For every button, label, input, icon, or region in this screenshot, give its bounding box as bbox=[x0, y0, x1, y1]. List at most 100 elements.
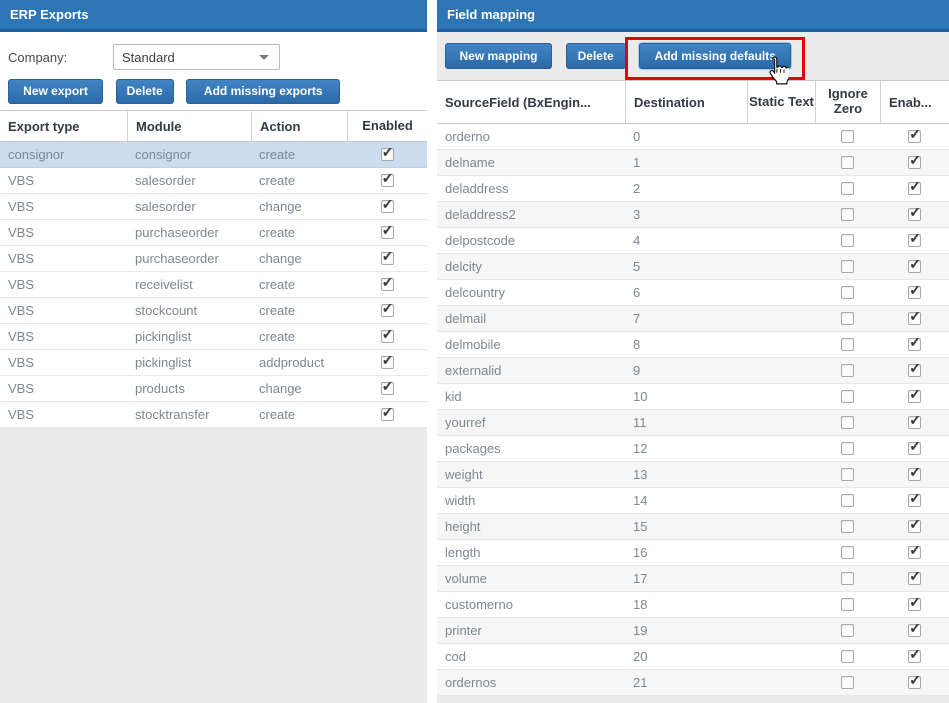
ignore-zero-checkbox[interactable] bbox=[841, 130, 854, 143]
ignore-zero-checkbox[interactable] bbox=[841, 520, 854, 533]
enabled-checkbox[interactable] bbox=[908, 364, 922, 377]
export-table-row[interactable]: VBS products change bbox=[0, 376, 427, 402]
mapping-table-row[interactable]: deladdress2 3 bbox=[437, 202, 949, 228]
mapping-table-row[interactable]: cod 20 bbox=[437, 644, 949, 670]
export-table-row[interactable]: VBS salesorder create bbox=[0, 168, 427, 194]
enabled-checkbox[interactable] bbox=[908, 260, 922, 273]
ignore-zero-checkbox[interactable] bbox=[841, 390, 854, 403]
company-select[interactable]: Standard bbox=[113, 44, 280, 70]
mapping-table-row[interactable]: yourref 11 bbox=[437, 410, 949, 436]
mapping-table-row[interactable]: delname 1 bbox=[437, 150, 949, 176]
ignore-zero-checkbox[interactable] bbox=[841, 598, 854, 611]
ignore-zero-checkbox[interactable] bbox=[841, 260, 854, 273]
ignore-zero-checkbox[interactable] bbox=[841, 624, 854, 637]
mapping-table-row[interactable]: delmobile 8 bbox=[437, 332, 949, 358]
mapping-table-row[interactable]: deladdress 2 bbox=[437, 176, 949, 202]
enabled-checkbox[interactable] bbox=[380, 356, 394, 369]
enabled-checkbox[interactable] bbox=[908, 416, 922, 429]
ignore-zero-checkbox[interactable] bbox=[841, 572, 854, 585]
mapping-table-row[interactable]: delcountry 6 bbox=[437, 280, 949, 306]
add-missing-exports-button[interactable]: Add missing exports bbox=[186, 79, 341, 104]
mapping-table-row[interactable]: kid 10 bbox=[437, 384, 949, 410]
enabled-checkbox[interactable] bbox=[380, 148, 394, 161]
export-table-row[interactable]: consignor consignor create bbox=[0, 142, 427, 168]
export-table-row[interactable]: VBS pickinglist addproduct bbox=[0, 350, 427, 376]
mapping-table-row[interactable]: height 15 bbox=[437, 514, 949, 540]
enabled-checkbox[interactable] bbox=[380, 278, 394, 291]
mapping-table-row[interactable]: delpostcode 4 bbox=[437, 228, 949, 254]
new-export-button[interactable]: New export bbox=[8, 79, 103, 104]
enabled-checkbox[interactable] bbox=[908, 520, 922, 533]
ignore-zero-checkbox[interactable] bbox=[841, 338, 854, 351]
export-table-row[interactable]: VBS stockcount create bbox=[0, 298, 427, 324]
enabled-checkbox[interactable] bbox=[380, 200, 394, 213]
ignore-zero-checkbox[interactable] bbox=[841, 312, 854, 325]
enabled-checkbox[interactable] bbox=[908, 676, 922, 689]
enabled-checkbox[interactable] bbox=[380, 408, 394, 421]
enabled-checkbox[interactable] bbox=[908, 624, 922, 637]
enabled-checkbox[interactable] bbox=[908, 546, 922, 559]
add-missing-defaults-button[interactable]: Add missing defaults bbox=[639, 43, 792, 69]
column-header-action[interactable]: Action bbox=[251, 111, 347, 141]
mapping-table-row[interactable]: packages 12 bbox=[437, 436, 949, 462]
column-header-enabled[interactable]: Enab... bbox=[880, 81, 949, 123]
ignore-zero-checkbox[interactable] bbox=[841, 234, 854, 247]
enabled-checkbox[interactable] bbox=[380, 252, 394, 265]
ignore-zero-checkbox[interactable] bbox=[841, 546, 854, 559]
enabled-checkbox[interactable] bbox=[908, 338, 922, 351]
mapping-table-row[interactable]: printer 19 bbox=[437, 618, 949, 644]
export-table-row[interactable]: VBS stocktransfer create bbox=[0, 402, 427, 428]
export-table-row[interactable]: VBS pickinglist create bbox=[0, 324, 427, 350]
enabled-checkbox[interactable] bbox=[908, 390, 922, 403]
enabled-checkbox[interactable] bbox=[908, 234, 922, 247]
mapping-table-row[interactable]: delmail 7 bbox=[437, 306, 949, 332]
export-table-row[interactable]: VBS salesorder change bbox=[0, 194, 427, 220]
delete-mapping-button[interactable]: Delete bbox=[565, 43, 626, 69]
enabled-checkbox[interactable] bbox=[908, 598, 922, 611]
enabled-checkbox[interactable] bbox=[908, 130, 922, 143]
enabled-checkbox[interactable] bbox=[380, 174, 394, 187]
mapping-table-row[interactable]: volume 17 bbox=[437, 566, 949, 592]
ignore-zero-checkbox[interactable] bbox=[841, 494, 854, 507]
mapping-table-row[interactable]: customerno 18 bbox=[437, 592, 949, 618]
column-header-module[interactable]: Module bbox=[127, 111, 251, 141]
enabled-checkbox[interactable] bbox=[908, 312, 922, 325]
ignore-zero-checkbox[interactable] bbox=[841, 442, 854, 455]
mapping-table-row[interactable]: length 16 bbox=[437, 540, 949, 566]
enabled-checkbox[interactable] bbox=[908, 468, 922, 481]
ignore-zero-checkbox[interactable] bbox=[841, 650, 854, 663]
column-header-destination[interactable]: Destination bbox=[625, 81, 747, 123]
export-table-row[interactable]: VBS purchaseorder change bbox=[0, 246, 427, 272]
ignore-zero-checkbox[interactable] bbox=[841, 676, 854, 689]
ignore-zero-checkbox[interactable] bbox=[841, 468, 854, 481]
export-table-row[interactable]: VBS receivelist create bbox=[0, 272, 427, 298]
ignore-zero-checkbox[interactable] bbox=[841, 364, 854, 377]
enabled-checkbox[interactable] bbox=[908, 494, 922, 507]
ignore-zero-checkbox[interactable] bbox=[841, 156, 854, 169]
delete-export-button[interactable]: Delete bbox=[115, 79, 174, 104]
enabled-checkbox[interactable] bbox=[908, 442, 922, 455]
ignore-zero-checkbox[interactable] bbox=[841, 286, 854, 299]
enabled-checkbox[interactable] bbox=[380, 330, 394, 343]
enabled-checkbox[interactable] bbox=[380, 226, 394, 239]
enabled-checkbox[interactable] bbox=[908, 156, 922, 169]
ignore-zero-checkbox[interactable] bbox=[841, 208, 854, 221]
enabled-checkbox[interactable] bbox=[908, 572, 922, 585]
enabled-checkbox[interactable] bbox=[380, 382, 394, 395]
column-header-enabled[interactable]: Enabled bbox=[347, 111, 427, 141]
enabled-checkbox[interactable] bbox=[908, 650, 922, 663]
enabled-checkbox[interactable] bbox=[908, 208, 922, 221]
column-header-static-text[interactable]: Static Text bbox=[747, 81, 815, 123]
enabled-checkbox[interactable] bbox=[908, 182, 922, 195]
mapping-table-row[interactable]: weight 13 bbox=[437, 462, 949, 488]
column-header-export-type[interactable]: Export type bbox=[8, 118, 80, 134]
enabled-checkbox[interactable] bbox=[380, 304, 394, 317]
column-header-ignore-zero[interactable]: Ignore Zero bbox=[815, 81, 880, 123]
mapping-table-row[interactable]: delcity 5 bbox=[437, 254, 949, 280]
enabled-checkbox[interactable] bbox=[908, 286, 922, 299]
column-header-source-field[interactable]: SourceField (BxEngin... bbox=[445, 94, 591, 110]
export-table-row[interactable]: VBS purchaseorder create bbox=[0, 220, 427, 246]
ignore-zero-checkbox[interactable] bbox=[841, 182, 854, 195]
mapping-table-row[interactable]: width 14 bbox=[437, 488, 949, 514]
mapping-table-row[interactable]: orderno 0 bbox=[437, 124, 949, 150]
